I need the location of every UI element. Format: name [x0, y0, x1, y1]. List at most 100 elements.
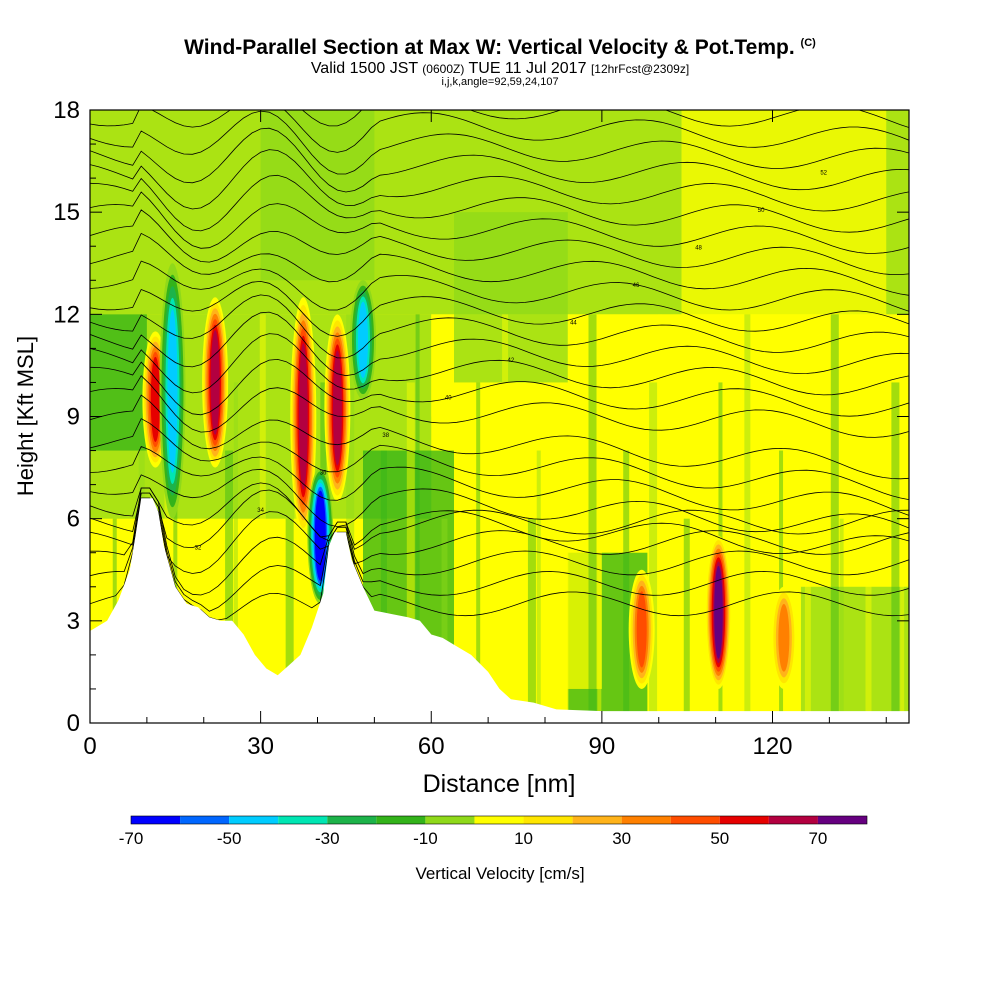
colorbar-swatch: [817, 816, 867, 824]
colorbar-swatch: [376, 816, 426, 824]
isentrope-line: [90, 445, 909, 516]
section-indices: i,j,k,angle=92,59,24,107: [441, 76, 559, 88]
potential-temperature-contours: 303234363840424446485052: [90, 110, 909, 621]
isentrope-line: [90, 174, 909, 233]
colorbar-tick-label: -10: [413, 829, 438, 848]
field-streak: [683, 518, 690, 723]
field-streak: [744, 314, 751, 723]
colorbar-tick-label: -30: [315, 829, 340, 848]
colorbar-swatch: [572, 816, 622, 824]
field-streak: [623, 450, 630, 723]
field-streak: [233, 382, 238, 723]
field-streak: [225, 450, 234, 723]
velocity-field: [90, 110, 909, 723]
y-tick-label: 9: [67, 404, 80, 431]
isentrope-line: [90, 468, 909, 533]
isentrope-line: [90, 260, 909, 312]
colorbar-swatch: [474, 816, 524, 824]
isentrope-label: 42: [508, 358, 515, 364]
y-tick-label: 0: [67, 710, 80, 737]
colorbar-title: Vertical Velocity [cm/s]: [415, 864, 585, 883]
colorbar-tick-label: 30: [612, 829, 631, 848]
isentrope-label: 44: [570, 321, 577, 327]
field-streak: [259, 314, 266, 723]
updraft-core: [150, 356, 161, 443]
y-tick-label: 15: [53, 199, 80, 226]
valid-prefix: Valid 1500 JST: [310, 60, 418, 77]
updraft-core: [778, 604, 790, 672]
isentrope-line: [90, 497, 909, 574]
downdraft-core: [167, 309, 178, 473]
y-tick-label: 12: [53, 301, 80, 328]
field-band: [681, 110, 887, 519]
colorbar: -70 -50 -30 -10 10 30 50 70: [119, 815, 868, 848]
field-streak: [502, 314, 509, 723]
isentrope-label: 40: [445, 395, 452, 401]
updraft-core: [332, 350, 342, 466]
colorbar-swatch: [278, 816, 328, 824]
field-streak: [441, 518, 448, 723]
colorbar-tick-label: 70: [808, 829, 827, 848]
field-band: [260, 110, 375, 281]
field-streak: [380, 450, 387, 723]
colorbar-swatch: [768, 816, 818, 824]
x-tick-label: 90: [589, 733, 616, 760]
isentrope-line: [90, 110, 909, 175]
updraft-core: [714, 565, 723, 659]
colorbar-swatch: [180, 816, 230, 824]
isentrope-line: [90, 394, 909, 480]
x-tick-label: 60: [418, 733, 445, 760]
field-band: [800, 586, 909, 713]
field-streak: [346, 314, 355, 723]
updraft-core: [636, 591, 647, 668]
terrain-mask: [90, 498, 909, 723]
forecast-info: [12hrFcst@2309z]: [590, 62, 690, 76]
colorbar-swatch: [523, 816, 573, 824]
isentrope-line: [90, 358, 909, 417]
field-streak: [891, 382, 900, 723]
y-tick-label: 18: [53, 97, 80, 124]
field-streak: [597, 518, 602, 723]
isentrope-label: 52: [820, 171, 827, 177]
isentrope-line: [90, 294, 909, 359]
field-streak: [562, 382, 569, 723]
field-streak: [657, 314, 662, 723]
field-streak: [839, 518, 844, 723]
colorbar-swatch: [425, 816, 475, 824]
isentrope-line: [90, 191, 909, 254]
y-tick-label: 6: [67, 506, 80, 533]
colorbar-swatch: [621, 816, 671, 824]
y-tick-label: 3: [67, 608, 80, 635]
field-band: [499, 518, 602, 689]
isentrope-label: 32: [195, 545, 202, 551]
x-tick-label: 0: [83, 733, 96, 760]
field-streak: [173, 314, 178, 723]
isentrope-line: [90, 482, 909, 555]
isentrope-line: [90, 333, 909, 396]
updraft-core: [298, 343, 308, 490]
isentrope-line: [90, 149, 909, 212]
isentrope-line: [90, 375, 909, 438]
field-streak: [294, 450, 299, 723]
colorbar-swatch: [131, 816, 181, 824]
colorbar-frame: [130, 815, 868, 825]
y-axis-label: Height [Kft MSL]: [13, 336, 38, 496]
colorbar-tick-label: 50: [710, 829, 729, 848]
x-tick-label: 30: [247, 733, 274, 760]
field-streak: [865, 450, 872, 723]
chart-title-text: Wind-Parallel Section at Max W: Vertical…: [184, 36, 795, 59]
isentrope-label: 48: [695, 246, 702, 252]
field-band: [90, 314, 147, 451]
field-streak: [804, 382, 811, 723]
field-streak: [415, 314, 420, 723]
colorbar-swatch: [229, 816, 279, 824]
field-streak: [285, 518, 294, 723]
isentrope-line: [90, 497, 909, 621]
isentrope-label: 36: [320, 470, 327, 476]
isentrope-label: 34: [257, 508, 264, 514]
title-mark: (C): [800, 37, 816, 49]
isentrope-label: 50: [758, 208, 765, 214]
x-axis-label: Distance [nm]: [423, 770, 576, 798]
isentrope-line: [90, 492, 909, 612]
